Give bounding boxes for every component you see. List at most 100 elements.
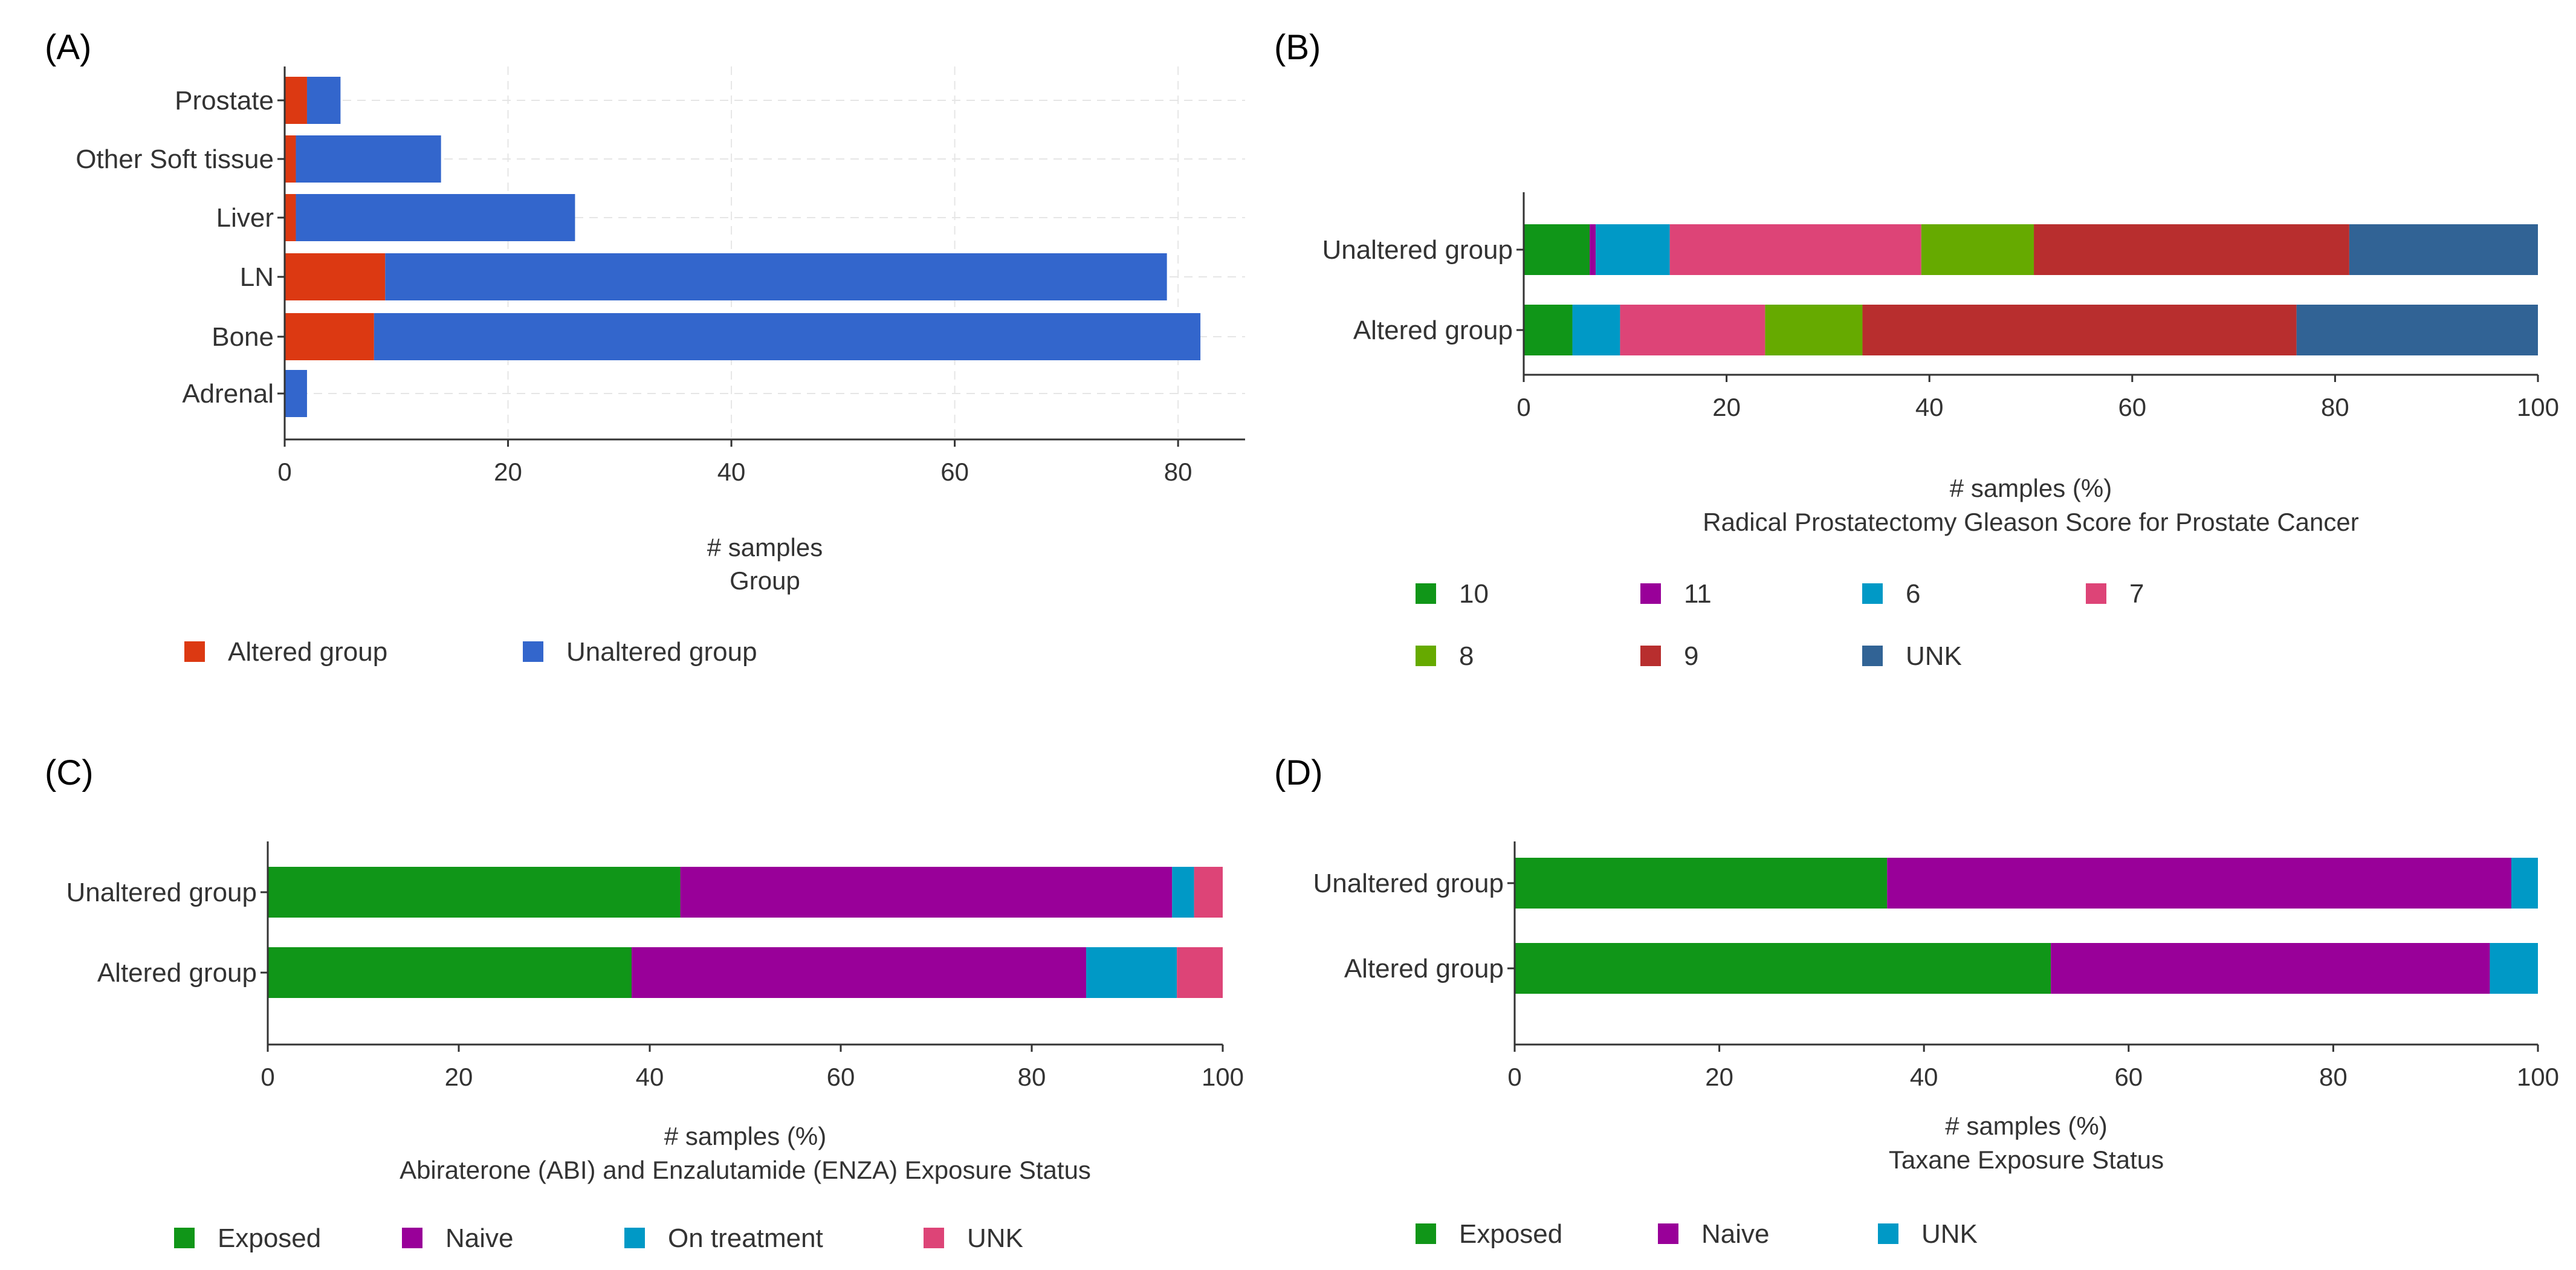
panel-a-bar-0-0 [285,77,307,124]
panel-d-label: (D) [1274,753,1323,792]
panel-a-category-label: LN [240,262,274,292]
panel-b-legend-label: UNK [1906,641,1962,671]
panel-a-bar-2-1 [296,194,575,241]
panel-d-legend-swatch-2 [1878,1223,1898,1244]
panel-c-xtick-label: 60 [827,1063,855,1091]
panel-b-legend-label: 11 [1684,579,1712,609]
panel-d-category-label: Unaltered group [1313,869,1504,898]
panel-c-legend-swatch-1 [402,1228,422,1248]
panel-c-bar-0-0 [268,867,681,918]
panel-a-bar-2-0 [285,194,296,241]
panel-c-bar-0-1 [680,867,1173,918]
panel-a-bar-1-0 [285,135,296,183]
panel-a-bar-4-1 [374,313,1201,360]
panel-b-bar-0-5 [2034,224,2349,275]
panel-d-xtick-label: 60 [2114,1063,2143,1091]
panel-a-bar-3-1 [385,253,1167,300]
panel-a-category-label: Prostate [175,86,274,115]
panel-c-category-label: Altered group [97,958,257,988]
panel-b-legend-label: 7 [2129,579,2144,609]
panel-a-category-label: Bone [212,322,274,352]
panel-b-legend-swatch-1 [1640,583,1661,604]
panel-a-xtick-label: 60 [940,458,969,486]
panel-b-bar-0-0 [1524,224,1590,275]
panel-a-xtick-label: 20 [494,458,522,486]
panel-b-category-label: Altered group [1353,316,1513,345]
panel-d-bar-0-1 [1887,858,2511,909]
panel-c-legend-label: UNK [967,1223,1023,1253]
panel-c-category-label: Unaltered group [66,878,257,907]
panel-d-legend-swatch-1 [1658,1223,1678,1244]
panel-a-bar-4-0 [285,313,374,360]
panel-c-legend-label: On treatment [668,1223,823,1253]
panel-c-bar-1-0 [268,947,632,998]
panel-b-bar-1-6 [2296,305,2538,355]
panel-c-bar-1-2 [1086,947,1177,998]
panel-a-xtick-label: 40 [717,458,746,486]
panel-a-legend-label: Unaltered group [566,637,757,667]
panel-a-legend-swatch-1 [523,641,543,662]
panel-a-legend-swatch-0 [184,641,205,662]
panel-d-legend-title: Taxane Exposure Status [1889,1145,2164,1174]
panel-b-bar-0-3 [1669,224,1921,275]
panel-c-xtick-label: 40 [636,1063,664,1091]
panel-c-xtick-label: 100 [1202,1063,1244,1091]
panel-b-bar-1-0 [1524,305,1573,355]
panel-b-bar-1-5 [1862,305,2297,355]
panel-d-bar-1-0 [1515,943,2051,994]
panel-c-bar-0-3 [1194,867,1223,918]
panel-d-bar-1-1 [2051,943,2490,994]
panel-a-legend-title: Group [730,566,800,595]
panel-b-label: (B) [1274,28,1321,67]
panel-d-legend-label: Exposed [1459,1219,1562,1249]
panel-d-xtick-label: 20 [1705,1063,1733,1091]
panel-b-legend-swatch-2 [1862,583,1883,604]
panel-c-bar-1-1 [631,947,1087,998]
panel-b-xtick-label: 80 [2321,393,2349,421]
panel-a-bar-0-1 [306,77,341,124]
panel-b-legend-label: 9 [1684,641,1698,671]
panel-b-bar-0-4 [1921,224,2034,275]
panel-b-xtick-label: 20 [1712,393,1741,421]
panel-b-legend-swatch-3 [2086,583,2106,604]
panel-d-bar-1-2 [2490,943,2538,994]
panel-b-bar-0-2 [1596,224,1670,275]
panel-d-legend-label: UNK [1921,1219,1978,1249]
panel-c-x-axis-title: # samples (%) [664,1122,826,1150]
panel-b-x-axis-title: # samples (%) [1950,474,2112,502]
panel-a-xtick-label: 80 [1164,458,1193,486]
panel-d-xtick-label: 80 [2319,1063,2348,1091]
panel-a-label: (A) [45,28,91,67]
panel-d-x-axis-title: # samples (%) [1945,1112,2107,1140]
panel-b-legend-label: 6 [1906,579,1920,609]
panel-c-legend-label: Exposed [218,1223,321,1253]
panel-d-legend-swatch-0 [1416,1223,1436,1244]
panel-b-xtick-label: 40 [1915,393,1944,421]
panel-b-legend-label: 8 [1459,641,1474,671]
panel-c-bar-0-2 [1172,867,1194,918]
panel-b-legend-swatch-4 [1416,646,1436,666]
panel-c-legend-swatch-3 [924,1228,944,1248]
panel-c-legend-swatch-2 [624,1228,645,1248]
panel-b-legend-label: 10 [1459,579,1489,609]
panel-b-bar-1-4 [1765,305,1863,355]
panel-c-xtick-label: 20 [445,1063,473,1091]
panel-b-bar-0-6 [2349,224,2538,275]
panel-c-label: (C) [45,753,94,792]
panel-b-legend-swatch-0 [1416,583,1436,604]
panel-a-bar-5-1 [285,370,307,417]
panel-a-x-axis-title: # samples [707,533,823,562]
panel-b-xtick-label: 0 [1516,393,1530,421]
panel-d-category-label: Altered group [1344,954,1504,983]
panel-b-category-label: Unaltered group [1322,235,1513,265]
panel-a-legend-label: Altered group [228,637,387,667]
panel-c-bar-1-3 [1177,947,1223,998]
panel-b-legend-swatch-6 [1862,646,1883,666]
panel-a-category-label: Adrenal [182,379,274,409]
panel-b-xtick-label: 100 [2517,393,2559,421]
panel-a-category-label: Other Soft tissue [76,144,274,174]
panel-a-xtick-label: 0 [277,458,291,486]
panel-a-bar-3-0 [285,253,386,300]
panel-d-legend-label: Naive [1701,1219,1770,1249]
panel-a-category-label: Liver [216,203,274,233]
